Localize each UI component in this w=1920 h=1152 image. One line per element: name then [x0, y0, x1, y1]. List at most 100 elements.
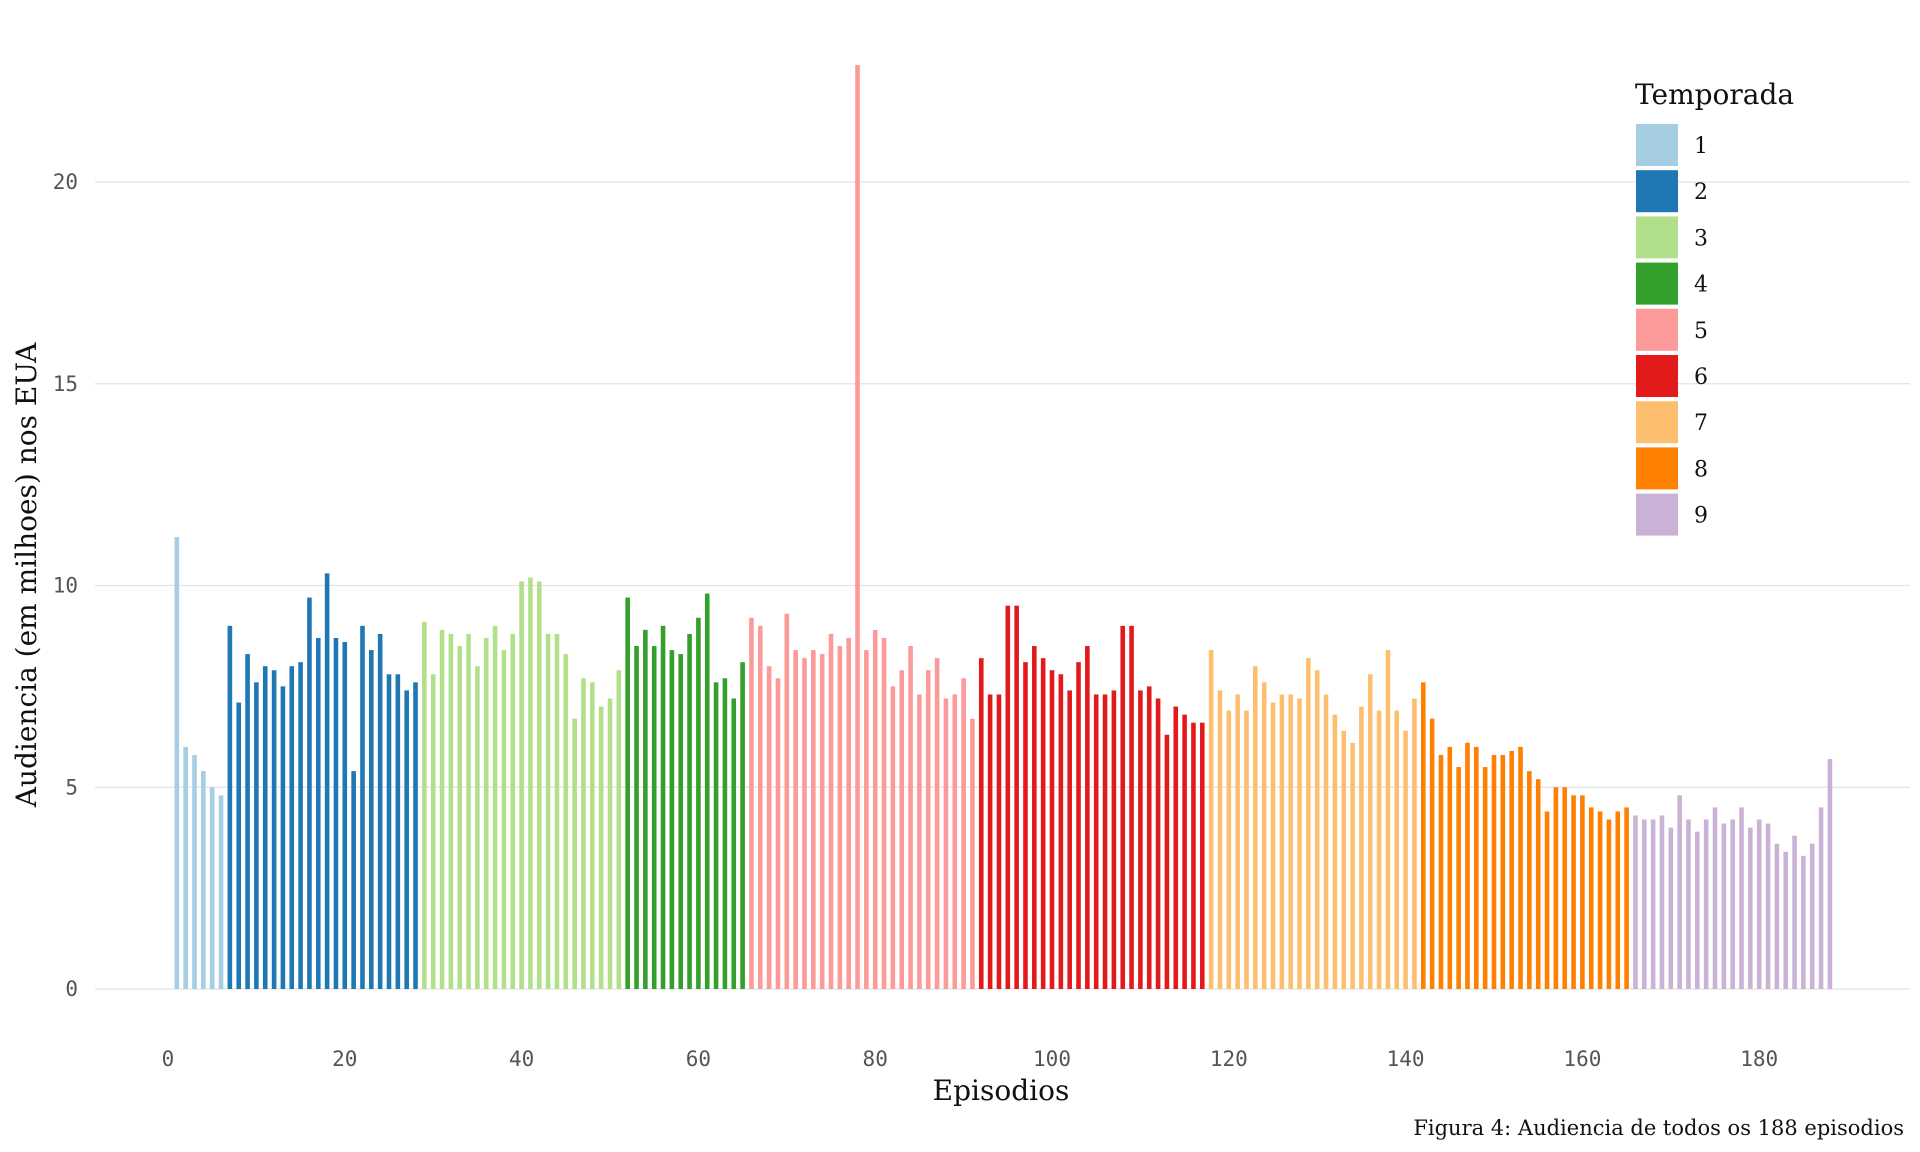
- bar-episode-121: [1235, 694, 1240, 989]
- bar-episode-38: [501, 650, 507, 989]
- y-tick-label: 20: [53, 170, 78, 194]
- legend-swatch-2: [1636, 170, 1678, 213]
- bar-episode-41: [528, 577, 533, 989]
- x-tick-label: 60: [686, 1047, 711, 1071]
- bar-episode-25: [386, 674, 392, 989]
- bar-episode-130: [1314, 670, 1320, 989]
- bar-episode-53: [634, 646, 639, 989]
- bar-episode-97: [1023, 662, 1028, 989]
- bar-episode-125: [1270, 702, 1276, 989]
- x-tick-label: 180: [1740, 1047, 1778, 1071]
- bar-episode-156: [1544, 811, 1550, 989]
- bar-episode-84: [908, 646, 913, 989]
- bar-episode-115: [1182, 714, 1187, 989]
- bar-episode-44: [554, 633, 560, 989]
- legend-swatch-5: [1636, 308, 1678, 351]
- bar-episode-139: [1394, 710, 1400, 989]
- bar-episode-52: [625, 597, 630, 989]
- bar-episode-123: [1253, 666, 1258, 989]
- bar-episode-138: [1385, 650, 1391, 989]
- bar-episode-132: [1332, 714, 1338, 989]
- y-axis-title: Audiencia (em milhoes) nos EUA: [10, 342, 43, 808]
- bar-episode-63: [722, 678, 728, 989]
- bar-episode-12: [271, 670, 277, 989]
- bar-episode-73: [811, 650, 816, 989]
- bar-episode-91: [970, 718, 975, 989]
- bar-episode-28: [413, 682, 418, 989]
- bar-episode-162: [1597, 811, 1603, 989]
- legend-label-8: 8: [1694, 457, 1708, 482]
- legend-label-4: 4: [1694, 273, 1708, 298]
- bar-episode-58: [678, 654, 684, 989]
- bar-episode-167: [1641, 819, 1647, 989]
- bar-episode-149: [1482, 767, 1488, 989]
- bar-episode-169: [1659, 815, 1665, 989]
- x-tick-label: 120: [1210, 1047, 1248, 1071]
- bar-episode-183: [1783, 851, 1789, 989]
- bar-episode-80: [872, 629, 878, 989]
- bar-episode-188: [1827, 759, 1833, 989]
- bar-episode-26: [395, 674, 401, 989]
- bar-episode-14: [289, 666, 295, 989]
- y-tick-label: 5: [65, 775, 78, 799]
- bar-episode-171: [1677, 795, 1682, 989]
- bar-episode-31: [439, 629, 445, 989]
- legend-swatch-1: [1636, 124, 1678, 166]
- bar-episode-32: [448, 633, 454, 989]
- bar-episode-135: [1359, 706, 1364, 989]
- bar-episode-99: [1040, 658, 1046, 989]
- x-tick-label: 20: [332, 1047, 357, 1071]
- bar-episode-164: [1615, 811, 1621, 989]
- bar-episode-29: [422, 621, 427, 989]
- bar-episode-47: [581, 678, 586, 989]
- bar-episode-94: [996, 694, 1002, 989]
- bar-episode-137: [1376, 710, 1382, 989]
- bar-episode-3: [192, 754, 197, 989]
- bar-episode-136: [1367, 674, 1373, 989]
- bar-episode-50: [607, 698, 613, 989]
- bar-episode-75: [828, 633, 834, 989]
- bar-episode-64: [731, 698, 737, 989]
- bar-episode-155: [1535, 779, 1541, 989]
- bar-episode-143: [1429, 718, 1435, 989]
- bar-episode-159: [1571, 795, 1576, 989]
- legend-swatch-8: [1636, 447, 1678, 490]
- bar-episode-74: [819, 654, 825, 989]
- legend-label-7: 7: [1694, 411, 1708, 436]
- bar-episode-39: [510, 633, 516, 989]
- bar-episode-55: [651, 646, 657, 989]
- legend-label-5: 5: [1694, 319, 1708, 344]
- bar-episode-129: [1306, 658, 1311, 989]
- bar-episode-104: [1085, 646, 1090, 989]
- bar-episode-92: [978, 658, 984, 989]
- bar-episode-153: [1518, 746, 1523, 989]
- legend-swatch-4: [1636, 262, 1678, 305]
- bar-episode-180: [1756, 819, 1762, 989]
- bar-episode-152: [1509, 750, 1514, 989]
- bar-episode-112: [1155, 698, 1161, 989]
- bar-episode-122: [1244, 710, 1249, 989]
- bar-episode-17: [315, 637, 321, 989]
- bar-episode-82: [890, 686, 896, 989]
- bar-episode-15: [298, 662, 303, 989]
- bar-episode-9: [245, 654, 250, 989]
- bar-episode-107: [1111, 690, 1117, 989]
- bar-episode-61: [704, 593, 710, 989]
- bar-episode-24: [377, 633, 383, 989]
- bar-episode-168: [1650, 819, 1656, 989]
- bar-episode-46: [572, 718, 577, 989]
- bar-episode-18: [324, 573, 330, 989]
- bar-episode-57: [669, 650, 675, 989]
- bar-episode-151: [1500, 754, 1506, 989]
- bar-episode-117: [1199, 722, 1205, 989]
- bar-episode-111: [1146, 686, 1152, 989]
- bar-episode-181: [1765, 823, 1771, 989]
- bar-episode-59: [687, 633, 692, 989]
- bar-episode-160: [1580, 795, 1585, 989]
- bar-episode-66: [749, 617, 754, 989]
- bar-episode-158: [1562, 787, 1568, 989]
- bar-episode-108: [1120, 625, 1126, 989]
- bar-episode-13: [280, 686, 286, 989]
- bar-episode-16: [307, 597, 312, 989]
- bar-episode-174: [1703, 819, 1709, 989]
